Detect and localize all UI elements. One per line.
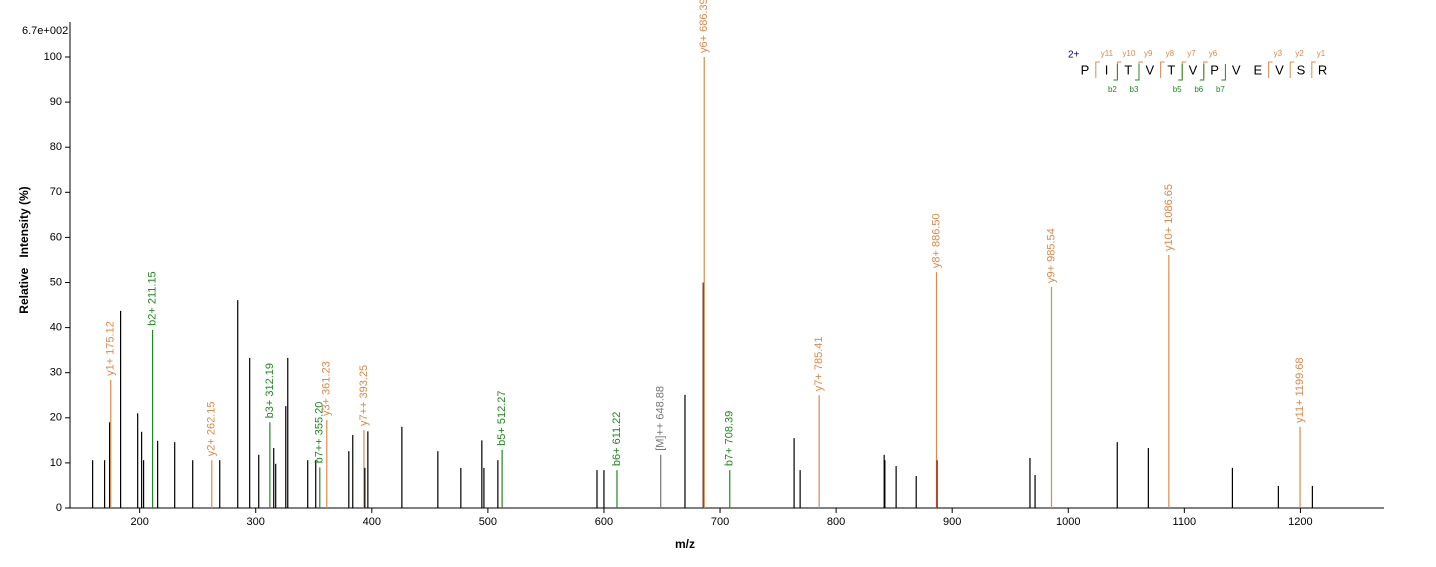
y-ion-label: y1 (1317, 49, 1326, 58)
x-tick-label: 500 (479, 516, 497, 528)
b-ion-mark (1221, 64, 1226, 81)
y-tick-label: 30 (50, 367, 62, 379)
x-tick-label: 800 (827, 516, 845, 528)
peak-label: b3+ 312.19 (264, 363, 276, 418)
peak-label: y1+ 175.12 (105, 321, 117, 376)
peak-label: [M]++ 648.88 (655, 386, 667, 451)
y-ion-label: y2 (1295, 49, 1304, 58)
y-ion-label: y3 (1274, 49, 1283, 58)
residue: R (1318, 62, 1327, 77)
y-ion-label: y11 (1101, 49, 1114, 58)
x-tick-label: 1100 (1173, 516, 1197, 528)
y-ion-mark (1311, 61, 1316, 78)
y-ion-mark (1181, 61, 1187, 78)
peak-label: y8+ 886.50 (930, 213, 942, 268)
y-tick-label: 10 (50, 457, 62, 469)
residue: V (1232, 62, 1241, 77)
residue: V (1189, 62, 1198, 77)
y-tick-label: 40 (50, 322, 62, 334)
y-ion-mark (1138, 61, 1143, 78)
y-tick-label: 20 (50, 412, 62, 424)
y-ion-mark (1203, 61, 1208, 78)
peak-label: y7++ 393.25 (358, 365, 370, 426)
y-ion-mark (1116, 61, 1122, 78)
y-tick-label: 90 (50, 96, 62, 108)
peak-label: y11+ 1199.68 (1294, 357, 1306, 422)
y-ion-mark (1289, 61, 1295, 78)
residue: V (1145, 62, 1154, 77)
b-ion-label: b5 (1173, 85, 1182, 94)
x-tick-label: 1000 (1056, 516, 1080, 528)
y-ion-label: y9 (1144, 49, 1153, 58)
y-axis-title: Relative Intensity (%) (17, 186, 31, 313)
peak-label: y7+ 785.41 (813, 337, 825, 392)
x-tick-label: 200 (130, 516, 148, 528)
y-ion-mark (1160, 61, 1165, 78)
peak-label: y9+ 985.54 (1045, 228, 1057, 283)
peak-label: b6+ 611.22 (611, 412, 623, 467)
b-ion-label: b7 (1216, 85, 1225, 94)
x-tick-label: 300 (247, 516, 265, 528)
peak-label: b2+ 211.15 (146, 271, 158, 326)
peak-label: b7++ 355.20 (314, 402, 326, 464)
y-tick-label: 50 (50, 276, 62, 288)
x-axis-title: m/z (675, 537, 695, 551)
b-ion-mark (1113, 64, 1118, 81)
max-intensity: 6.7e+002 (22, 25, 68, 37)
peak-label: y3+ 361.23 (321, 361, 333, 416)
residue: P (1210, 62, 1219, 77)
y-tick-label: 100 (44, 51, 62, 63)
residue: E (1253, 62, 1262, 77)
peak-label: b5+ 512.27 (496, 390, 508, 445)
y-tick-label: 70 (50, 186, 62, 198)
y-ion-label: y7 (1187, 49, 1196, 58)
b-ion-mark (1199, 64, 1205, 81)
b-ion-label: b6 (1194, 85, 1203, 94)
x-tick-label: 700 (711, 516, 729, 528)
b-ion-mark (1135, 64, 1140, 81)
residue: P (1081, 62, 1090, 77)
y-ion-label: y6 (1209, 49, 1218, 58)
residue: T (1167, 62, 1175, 77)
peak-label: y10+ 1086.65 (1163, 184, 1175, 251)
y-tick-label: 0 (56, 502, 62, 514)
y-ion-label: y8 (1166, 49, 1175, 58)
peak-label: b7+ 708.39 (724, 411, 736, 466)
y-ion-mark (1268, 61, 1273, 78)
charge-label: 2+ (1068, 50, 1080, 61)
y-ion-mark (1095, 61, 1100, 78)
x-tick-label: 900 (943, 516, 961, 528)
residue: S (1297, 62, 1306, 77)
x-tick-label: 600 (595, 516, 613, 528)
residue: T (1124, 62, 1132, 77)
residue: I (1105, 62, 1109, 77)
residue: V (1275, 62, 1284, 77)
x-tick-label: 1200 (1288, 516, 1312, 528)
x-tick-label: 400 (363, 516, 381, 528)
y-tick-label: 60 (50, 231, 62, 243)
b-ion-label: b2 (1108, 85, 1117, 94)
peak-label: y6+ 686.39 (698, 0, 710, 53)
peak-label: y2+ 262.15 (206, 401, 218, 456)
y-ion-label: y10 (1122, 49, 1135, 58)
b-ion-label: b3 (1130, 85, 1139, 94)
b-ion-mark (1178, 64, 1183, 81)
y-tick-label: 80 (50, 141, 62, 153)
